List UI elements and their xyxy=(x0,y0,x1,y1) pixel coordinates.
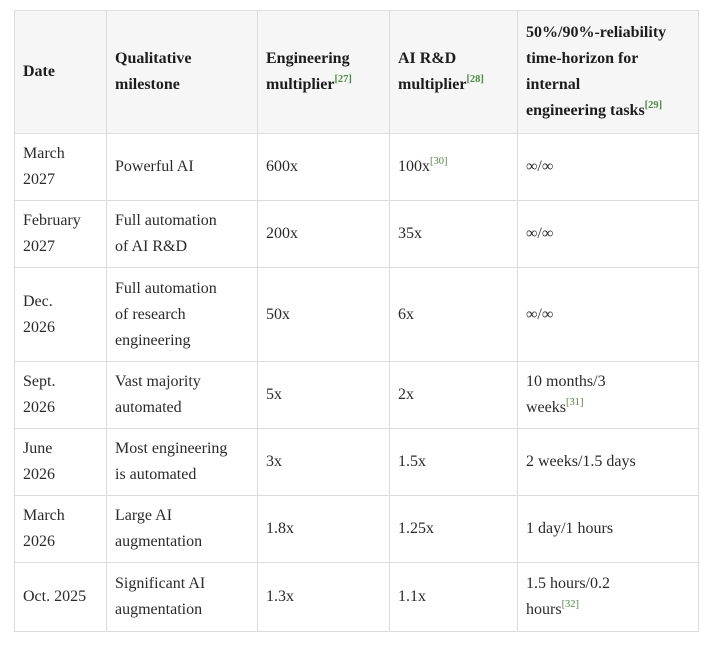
table-body: March 2027 Powerful AI 600x 100x[30] ∞/∞ Febr… xyxy=(14,133,699,632)
cell-text: Qualitative milestone xyxy=(115,50,192,93)
cell-text: 1.5x xyxy=(398,453,426,470)
table-cell: 100x[30] xyxy=(389,133,518,201)
cell-text: AI R&D multiplier xyxy=(398,50,467,93)
cell-text: Engineering multiplier xyxy=(266,50,350,93)
cell-text: 1.25x xyxy=(398,520,434,537)
table-header: Date Qualitative milestone Engineering mul… xyxy=(14,10,699,134)
table-cell: 10 months/3 weeks[31] xyxy=(517,361,699,429)
cell-text: Date xyxy=(23,63,55,80)
table-row: Dec. 2026 Full automation of research eng… xyxy=(14,267,699,362)
table-cell: Full automation of AI R&D xyxy=(106,200,258,268)
cell-text: 2 weeks/1.5 days xyxy=(526,453,636,470)
cell-text: ∞/∞ xyxy=(526,305,554,323)
table-cell: 1.8x xyxy=(257,495,390,563)
table-cell: 6x xyxy=(389,267,518,362)
cell-text: 5x xyxy=(266,386,282,403)
cell-text: 3x xyxy=(266,453,282,470)
cell-text: 1.8x xyxy=(266,520,294,537)
header-row: Date Qualitative milestone Engineering mul… xyxy=(14,10,699,134)
footnote-link[interactable]: [30] xyxy=(430,155,448,167)
column-header: Qualitative milestone xyxy=(106,10,258,134)
cell-text: Most engineering is automated xyxy=(115,440,228,483)
table-cell: Full automation of research engineering xyxy=(106,267,258,362)
milestones-table: Date Qualitative milestone Engineering mul… xyxy=(14,10,699,632)
column-header: Date xyxy=(14,10,107,134)
cell-text: 35x xyxy=(398,225,422,242)
footnote-link[interactable]: [32] xyxy=(561,598,580,610)
table-cell: Powerful AI xyxy=(106,133,258,201)
cell-text: Full automation of research engineering xyxy=(115,279,217,349)
table-cell: 50x xyxy=(257,267,390,362)
cell-text: 10 months/3 weeks xyxy=(526,373,606,416)
table-cell: 35x xyxy=(389,200,518,268)
table-cell: February 2027 xyxy=(14,200,107,268)
cell-text: 50x xyxy=(266,305,290,323)
table-cell: 3x xyxy=(257,428,390,496)
table-row: February 2027 Full automation of AI R&D 20… xyxy=(14,200,699,268)
cell-text: 1.5 hours/0.2 hours xyxy=(526,575,610,618)
table-cell: Significant AI augmentation xyxy=(106,562,258,632)
cell-text: 1 day/1 hours xyxy=(526,520,614,537)
cell-text: Full automation of AI R&D xyxy=(115,212,217,255)
table-cell: 5x xyxy=(257,361,390,429)
table-cell: March 2027 xyxy=(14,133,107,201)
table-cell: ∞/∞ xyxy=(517,133,699,201)
table-cell: 1.5x xyxy=(389,428,518,496)
cell-text: 6x xyxy=(398,305,414,323)
cell-text: ∞/∞ xyxy=(526,158,554,175)
table-cell: 1.25x xyxy=(389,495,518,563)
cell-text: 600x xyxy=(266,158,298,175)
table-cell: ∞/∞ xyxy=(517,267,699,362)
cell-text: 200x xyxy=(266,225,298,242)
table-cell: 200x xyxy=(257,200,390,268)
cell-text: Significant AI augmentation xyxy=(115,575,206,618)
cell-text: Powerful AI xyxy=(115,158,194,175)
footnote-link[interactable]: [29] xyxy=(644,99,663,111)
table-cell: 600x xyxy=(257,133,390,201)
cell-text: 50%/90%-reliability time-horizon for int… xyxy=(526,24,667,119)
table-cell: Sept. 2026 xyxy=(14,361,107,429)
cell-text: 100x xyxy=(398,158,430,175)
cell-text: Dec. 2026 xyxy=(23,292,55,336)
table-cell: 1.5 hours/0.2 hours[32] xyxy=(517,562,699,632)
cell-text: 1.3x xyxy=(266,588,294,605)
table-cell: Large AI augmentation xyxy=(106,495,258,563)
footnote-link[interactable]: [28] xyxy=(466,73,484,85)
table-cell: 2x xyxy=(389,361,518,429)
cell-text: Sept. 2026 xyxy=(23,373,56,416)
table-cell: Oct. 2025 xyxy=(14,562,107,632)
table-row: Oct. 2025 Significant AI augmentation 1.3x… xyxy=(14,562,699,632)
table-row: Sept. 2026 Vast majority automated 5x 2x 10 … xyxy=(14,361,699,429)
table-row: March 2027 Powerful AI 600x 100x[30] ∞/∞ xyxy=(14,133,699,201)
table-row: June 2026 Most engineering is automated 3x… xyxy=(14,428,699,496)
table-cell: Vast majority automated xyxy=(106,361,258,429)
cell-text: ∞/∞ xyxy=(526,225,554,242)
table-cell: Dec. 2026 xyxy=(14,267,107,362)
article-page: Date Qualitative milestone Engineering mul… xyxy=(14,10,699,632)
table-cell: 1 day/1 hours xyxy=(517,495,699,563)
table-cell: March 2026 xyxy=(14,495,107,563)
footnote-link[interactable]: [31] xyxy=(565,396,584,408)
cell-text: March 2026 xyxy=(23,507,65,550)
cell-text: Vast majority automated xyxy=(115,373,201,416)
column-header: AI R&D multiplier[28] xyxy=(389,10,518,134)
table-cell: ∞/∞ xyxy=(517,200,699,268)
footnote-link[interactable]: [27] xyxy=(334,73,352,85)
cell-text: June 2026 xyxy=(23,440,55,483)
table-cell: 2 weeks/1.5 days xyxy=(517,428,699,496)
cell-text: Oct. 2025 xyxy=(23,588,87,605)
cell-text: February 2027 xyxy=(23,212,81,255)
table-cell: June 2026 xyxy=(14,428,107,496)
table-cell: 1.1x xyxy=(389,562,518,632)
cell-text: Large AI augmentation xyxy=(115,507,203,550)
column-header: Engineering multiplier[27] xyxy=(257,10,390,134)
cell-text: 1.1x xyxy=(398,588,426,605)
table-row: March 2026 Large AI augmentation 1.8x 1.25x… xyxy=(14,495,699,563)
column-header: 50%/90%-reliability time-horizon for int… xyxy=(517,10,699,134)
table-cell: Most engineering is automated xyxy=(106,428,258,496)
table-cell: 1.3x xyxy=(257,562,390,632)
cell-text: 2x xyxy=(398,386,414,403)
cell-text: March 2027 xyxy=(23,145,65,188)
